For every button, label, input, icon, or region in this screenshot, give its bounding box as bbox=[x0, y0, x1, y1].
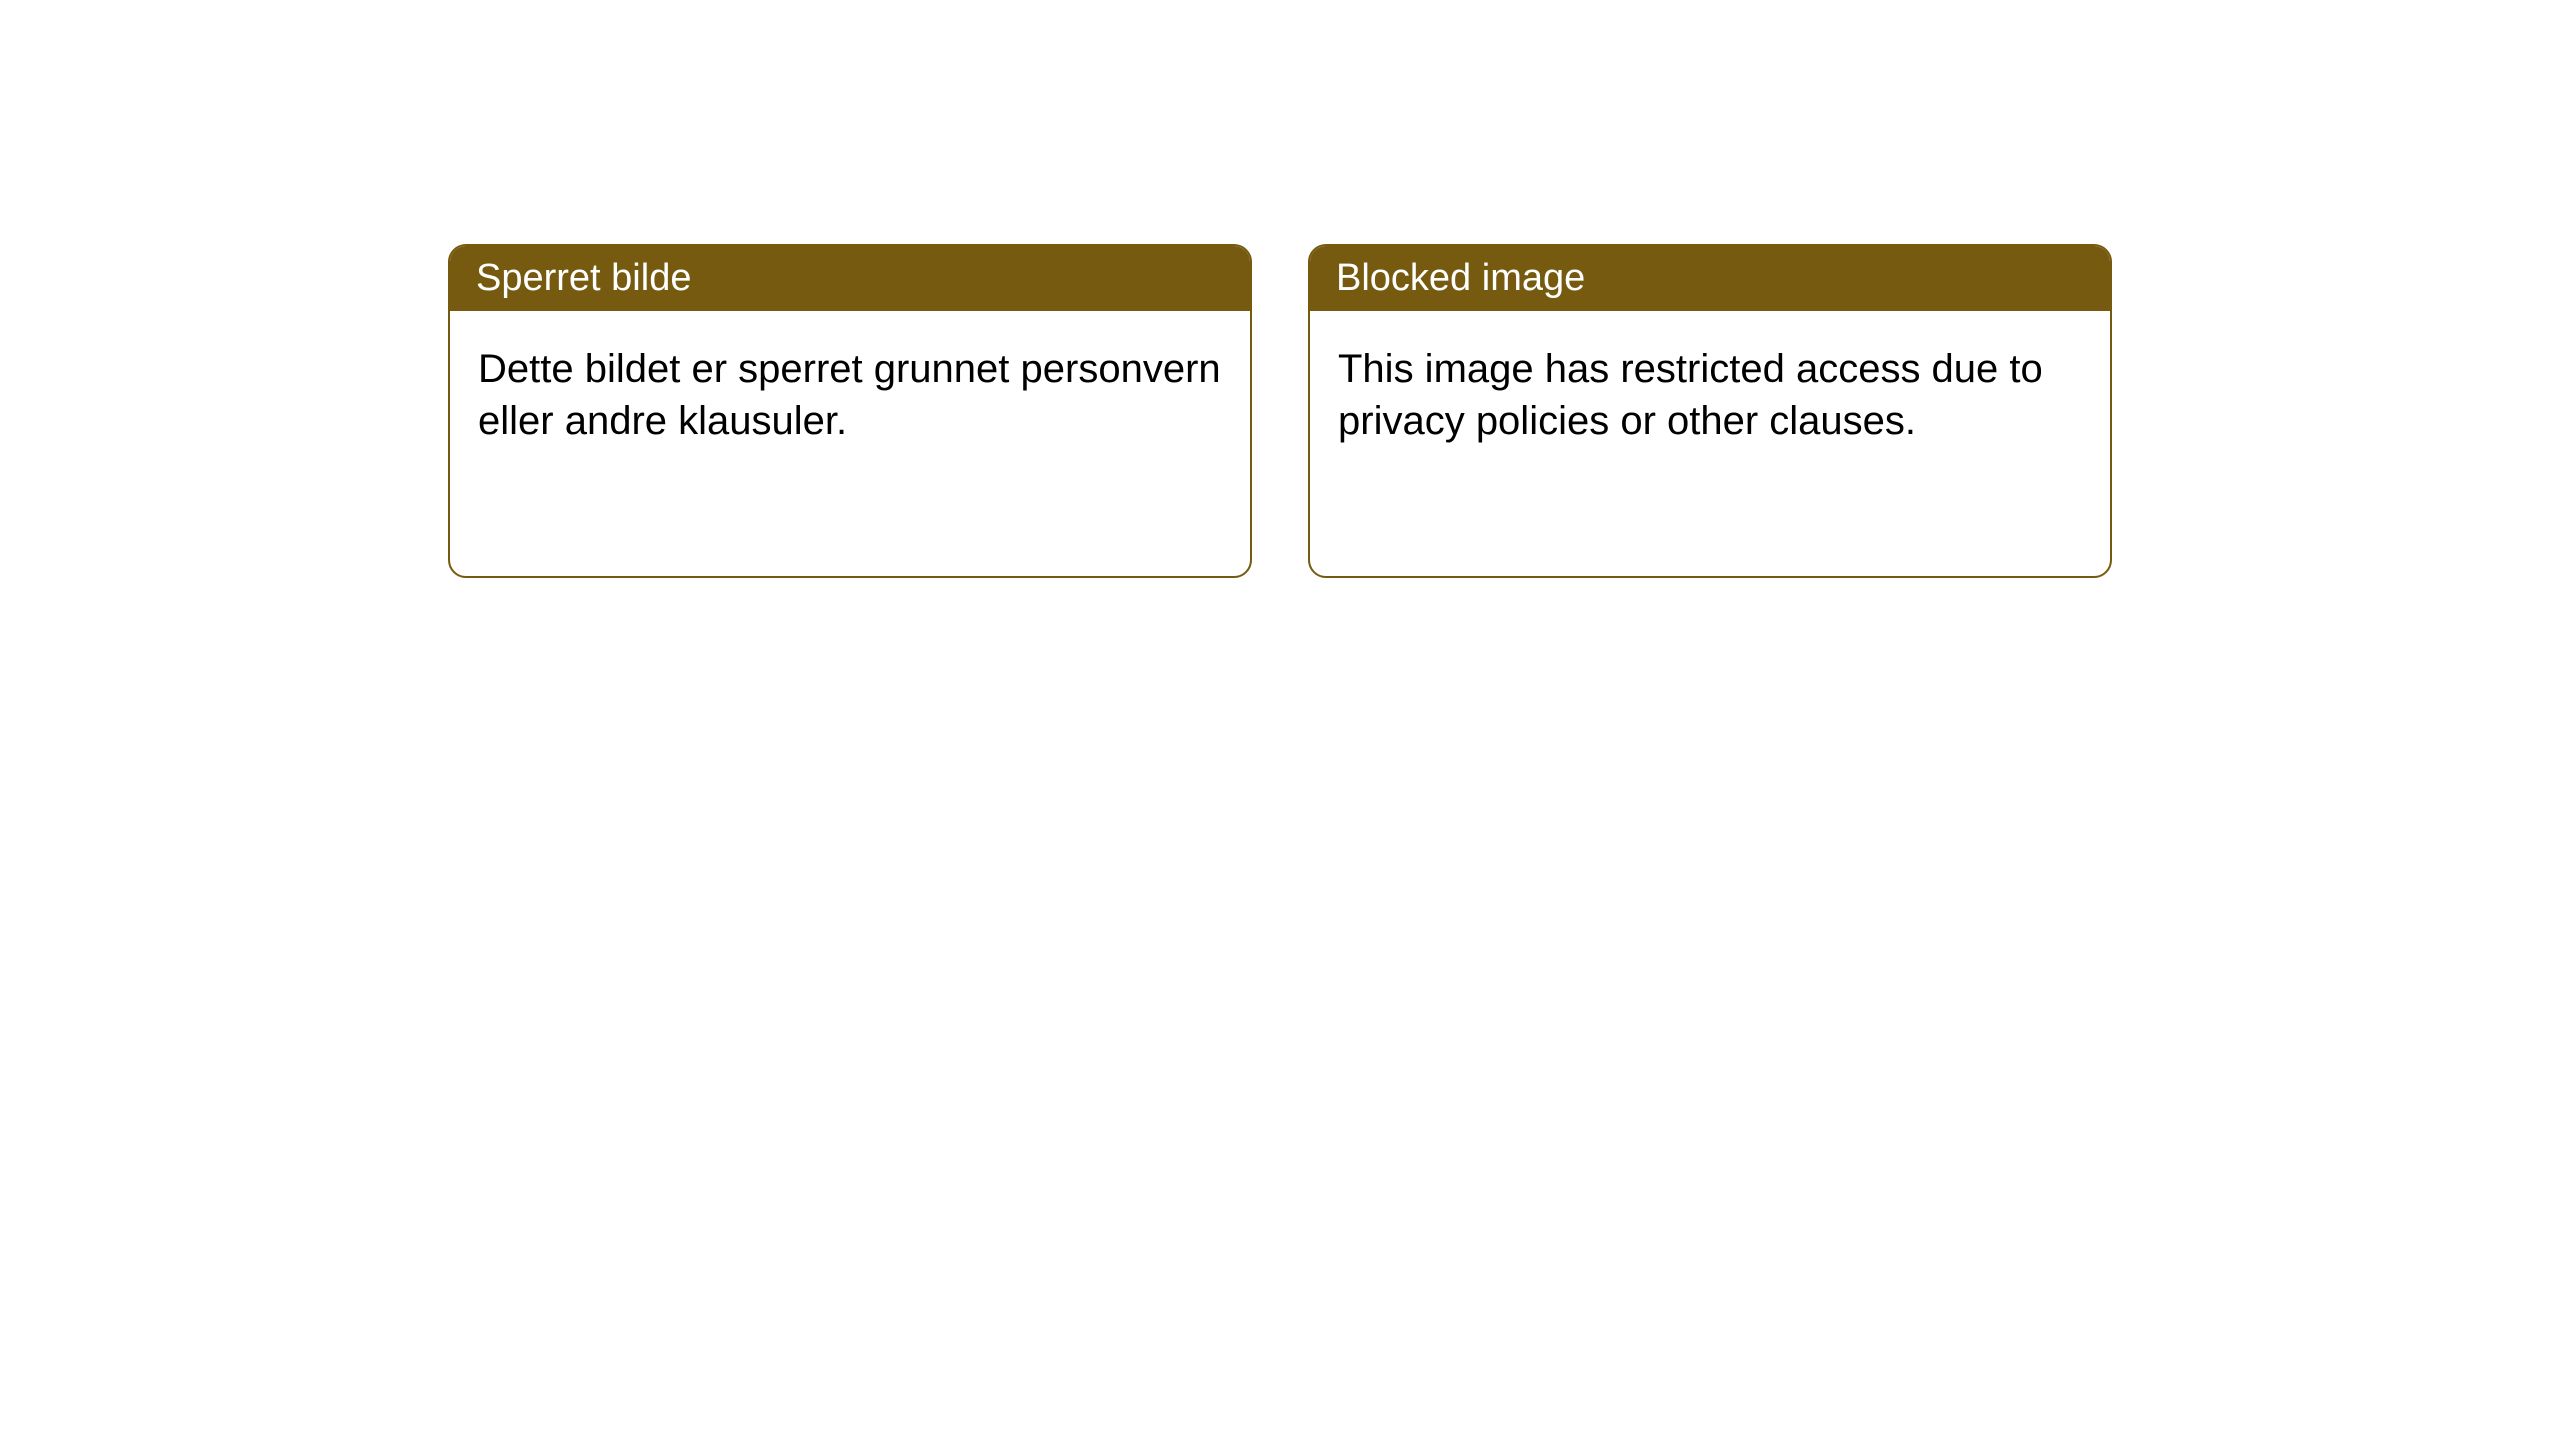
notice-header: Blocked image bbox=[1310, 246, 2110, 311]
notice-header: Sperret bilde bbox=[450, 246, 1250, 311]
notices-container: Sperret bilde Dette bildet er sperret gr… bbox=[0, 0, 2560, 578]
notice-english: Blocked image This image has restricted … bbox=[1308, 244, 2112, 578]
notice-body-text: This image has restricted access due to … bbox=[1338, 347, 2043, 443]
notice-title: Sperret bilde bbox=[476, 257, 691, 299]
notice-body-text: Dette bildet er sperret grunnet personve… bbox=[478, 347, 1221, 443]
notice-body: Dette bildet er sperret grunnet personve… bbox=[450, 311, 1250, 479]
notice-norwegian: Sperret bilde Dette bildet er sperret gr… bbox=[448, 244, 1252, 578]
notice-title: Blocked image bbox=[1336, 257, 1585, 299]
notice-body: This image has restricted access due to … bbox=[1310, 311, 2110, 479]
